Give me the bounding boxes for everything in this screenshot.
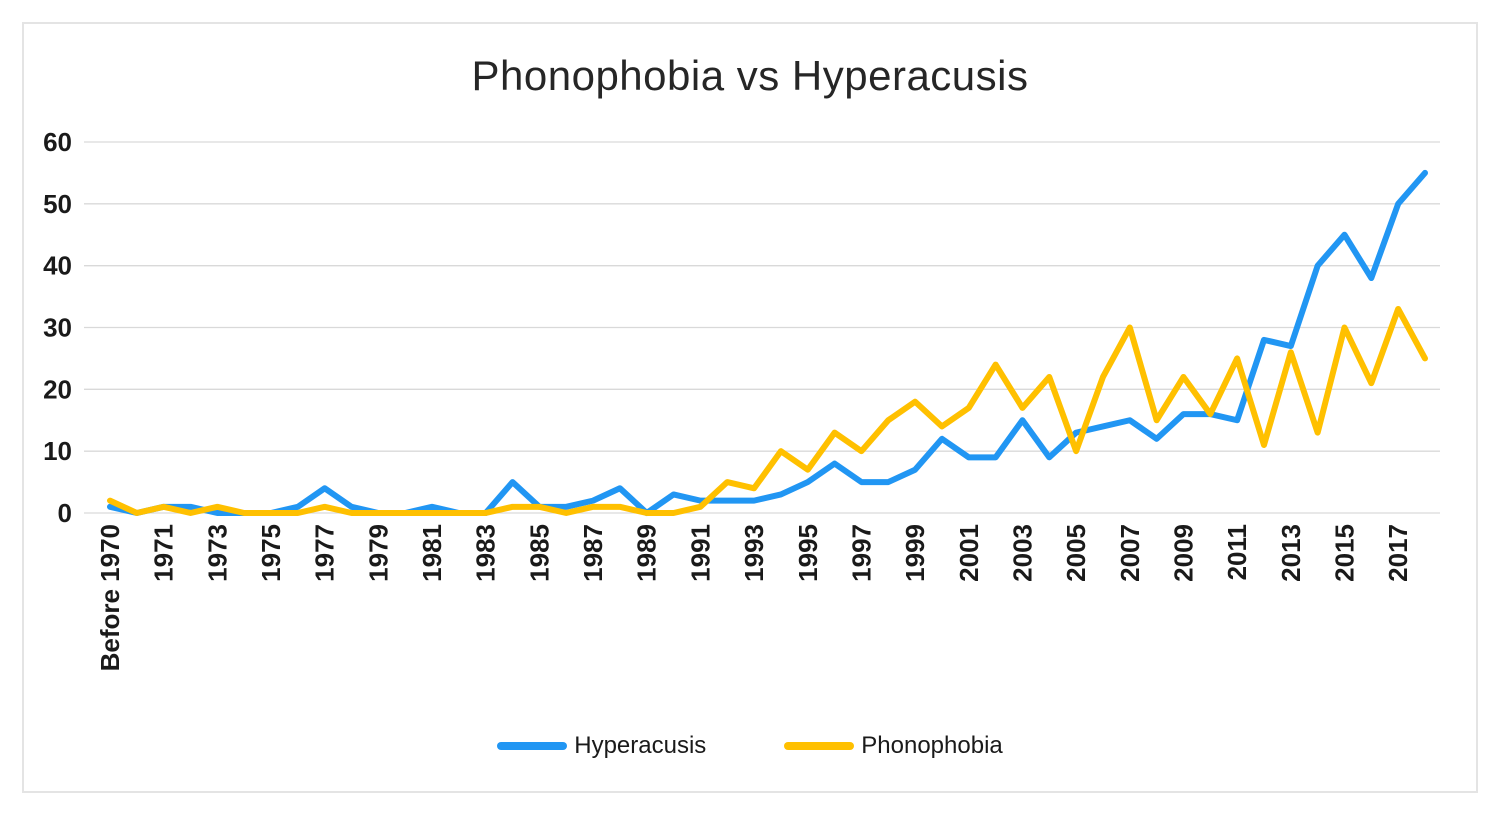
x-tick-label-1987: 1987: [578, 524, 608, 582]
x-tick-label-1997: 1997: [846, 524, 876, 582]
x-tick-label-1993: 1993: [739, 524, 769, 582]
x-tick-label-1971: 1971: [149, 524, 179, 582]
y-tick-label-30: 30: [43, 313, 72, 343]
chart-legend: Hyperacusis Phonophobia: [0, 732, 1500, 760]
x-tick-label-1999: 1999: [900, 524, 930, 582]
y-tick-label-10: 10: [43, 436, 72, 466]
x-tick-label-1985: 1985: [524, 524, 554, 582]
x-tick-label-1973: 1973: [202, 524, 232, 582]
x-tick-label-2003: 2003: [1007, 524, 1037, 582]
y-tick-label-20: 20: [43, 374, 72, 404]
y-tick-label-0: 0: [58, 498, 72, 528]
x-tick-label-2013: 2013: [1276, 524, 1306, 582]
x-tick-label-2011: 2011: [1222, 524, 1252, 580]
chart-title: Phonophobia vs Hyperacusis: [471, 52, 1029, 99]
chart-frame: [22, 22, 1478, 793]
x-tick-label-2005: 2005: [1061, 524, 1091, 582]
x-tick-label-1995: 1995: [793, 524, 823, 582]
y-tick-label-40: 40: [43, 251, 72, 281]
x-tick-label-1979: 1979: [363, 524, 393, 582]
x-tick-label-2015: 2015: [1329, 524, 1359, 582]
x-tick-label-1991: 1991: [685, 524, 715, 582]
legend-label-phonophobia: Phonophobia: [861, 732, 1003, 759]
x-tick-label-2009: 2009: [1168, 524, 1198, 582]
legend-item-phonophobia: Phonophobia: [784, 732, 1003, 760]
x-tick-label-2017: 2017: [1383, 524, 1413, 582]
y-tick-label-60: 60: [43, 127, 72, 157]
series-line-hyperacusis: [107, 169, 1428, 516]
x-tick-label-1981: 1981: [417, 524, 447, 582]
legend-swatch-phonophobia-line: [784, 742, 855, 750]
y-tick-label-50: 50: [43, 189, 72, 219]
x-tick-label-1989: 1989: [632, 524, 662, 582]
x-tick-label-before-1970: Before 1970: [95, 524, 125, 671]
x-tick-label-2001: 2001: [954, 524, 984, 582]
legend-item-hyperacusis: Hyperacusis: [497, 732, 706, 760]
x-tick-label-1983: 1983: [471, 524, 501, 582]
series-line-phonophobia: [107, 305, 1428, 516]
legend-swatch-hyperacusis-line: [497, 742, 568, 750]
x-tick-label-2007: 2007: [1115, 524, 1145, 582]
x-tick-label-1975: 1975: [256, 524, 286, 582]
x-tick-label-1977: 1977: [310, 524, 340, 582]
legend-label-hyperacusis: Hyperacusis: [574, 732, 707, 759]
